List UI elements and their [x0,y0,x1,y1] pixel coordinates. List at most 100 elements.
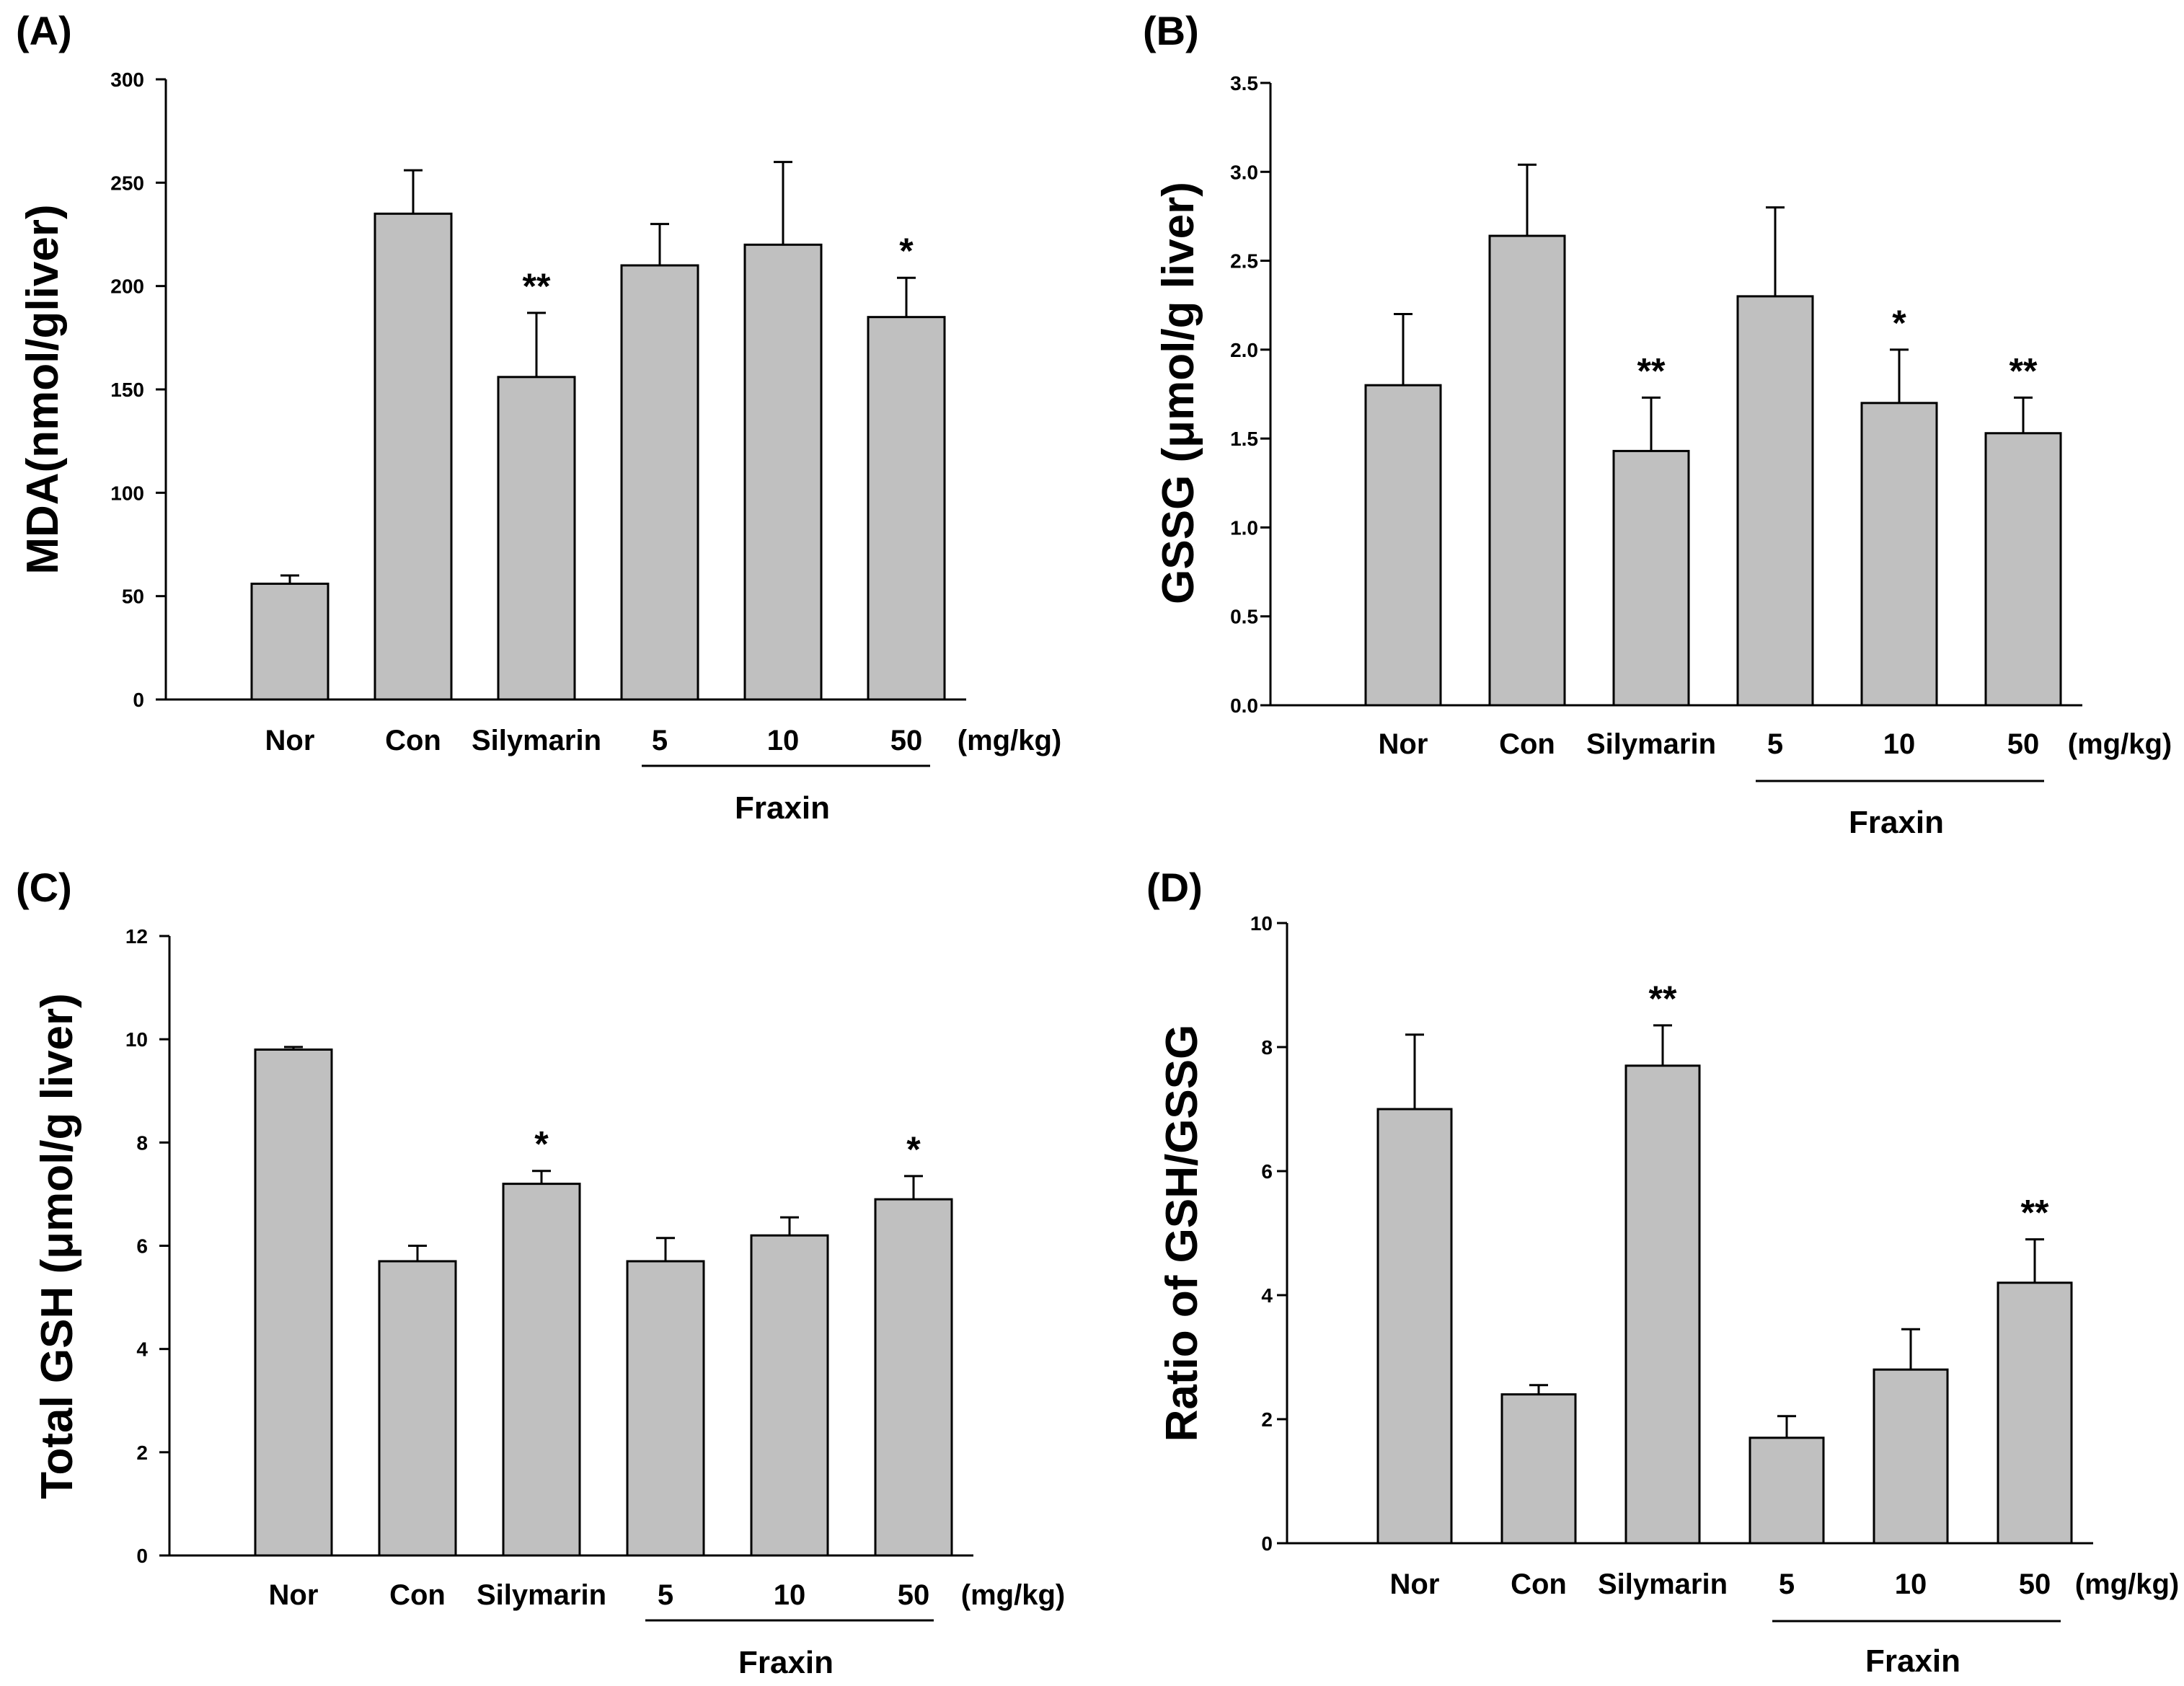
y-tick-label: 100 [110,482,144,504]
y-tick-label: 1.0 [1230,516,1258,539]
x-category-label: Silymarin [1598,1568,1728,1600]
y-tick-label: 0 [1261,1532,1273,1555]
panel-label: (C) [16,865,72,910]
x-category-label: 5 [1767,728,1783,760]
bar-Silymarin [1612,449,1690,707]
x-category-label: 5 [1779,1568,1795,1600]
y-tick-label: 1.5 [1230,428,1258,450]
y-tick-label: 2 [136,1442,148,1464]
y-axis-title: MDA(nmol/gliver) [18,204,68,574]
bar-Con [1488,234,1566,707]
bar-Con [1500,1393,1577,1545]
significance-marker: * [899,231,914,271]
y-tick-label: 2.5 [1230,250,1258,273]
significance-marker: * [906,1129,921,1170]
y-tick-label: 10 [125,1028,148,1051]
dose-unit-label: (mg/kg) [2068,728,2172,760]
bar-10 [743,243,823,701]
y-tick-label: 8 [1261,1036,1273,1059]
x-category-label: Con [389,1579,446,1611]
x-category-label: 10 [774,1579,806,1611]
y-tick-label: 300 [110,69,144,91]
bar-5 [1748,1436,1825,1545]
y-tick-label: 150 [110,379,144,401]
bar-10 [1860,402,1938,707]
x-category-label: Silymarin [477,1579,606,1611]
y-tick-label: 3.0 [1230,161,1258,183]
bar-50 [1997,1281,2073,1545]
x-category-label: 5 [652,725,668,756]
bar-Silymarin [502,1183,581,1557]
x-category-label: 10 [1883,728,1916,760]
bar-Silymarin [497,376,576,701]
bar-Nor [254,1048,333,1557]
x-category-label: Con [1511,1568,1567,1600]
y-axis-title: Total GSH (μmol/g liver) [32,993,82,1499]
bar-50 [1984,432,2062,707]
y-axis-title: GSSG (μmol/g liver) [1154,182,1203,604]
chart-panel-4: (D) 0 2 4 6 8 10 Ratio of GSH/GSSG Nor Con ** Silym… [1146,865,2179,1679]
significance-marker: ** [1649,979,1677,1019]
bar-50 [867,316,946,701]
group-label: Fraxin [735,790,830,826]
x-category-label: 10 [767,725,800,756]
y-tick-label: 10 [1250,912,1273,935]
y-tick-label: 50 [122,586,144,608]
x-category-label: Nor [269,1579,319,1611]
x-category-label: 50 [890,725,923,756]
group-label: Fraxin [1865,1643,1960,1679]
y-tick-label: 0 [133,689,144,711]
x-category-label: Silymarin [472,725,601,756]
x-category-label: Nor [1390,1568,1440,1600]
bar-10 [750,1234,829,1557]
y-axis-title: Ratio of GSH/GSSG [1157,1025,1207,1442]
y-tick-label: 8 [136,1131,148,1154]
x-category-label: 10 [1895,1568,1927,1600]
y-tick-label: 12 [125,925,148,948]
chart-panel-3: (C) 0 2 4 6 8 10 12 Total GSH (μmol/g liver) Nor C… [16,865,1065,1680]
y-tick-label: 0.5 [1230,606,1258,628]
y-tick-label: 2 [1261,1408,1273,1431]
panel-label: (D) [1146,865,1203,910]
panel-label: (A) [16,8,72,53]
significance-marker: ** [2010,350,2038,391]
bar-5 [626,1260,705,1557]
significance-marker: * [1892,303,1906,343]
x-category-label: 50 [2007,728,2040,760]
chart-panel-1: (A) 0 50 100 150 200 250 300 MDA(nmol/gliver) Nor… [16,8,1061,826]
x-category-label: Nor [1379,728,1428,760]
x-category-label: 50 [898,1579,930,1611]
significance-marker: ** [2021,1193,2049,1233]
group-label: Fraxin [738,1645,834,1680]
bar-10 [1873,1368,1949,1545]
bar-5 [620,264,699,701]
x-category-label: Nor [265,725,315,756]
x-category-label: 50 [2019,1568,2051,1600]
x-category-label: Con [1499,728,1555,760]
significance-marker: ** [523,266,551,306]
y-tick-label: 3.5 [1230,72,1258,94]
dose-unit-label: (mg/kg) [958,725,1061,756]
bar-Nor [250,582,330,701]
bar-Nor [1364,384,1442,707]
bar-Con [378,1260,457,1557]
y-tick-label: 6 [1261,1160,1273,1183]
y-tick-label: 6 [136,1235,148,1258]
significance-marker: ** [1637,350,1666,391]
dose-unit-label: (mg/kg) [961,1579,1065,1611]
bar-50 [874,1198,953,1557]
panel-label: (B) [1143,8,1199,53]
chart-panel-2: (B) 0.0 0.5 1.0 1.5 2.0 2.5 3.0 3.5 GSSG (μmol/g … [1143,8,2172,840]
bar-5 [1736,295,1814,707]
x-category-label: Con [385,725,441,756]
bar-Nor [1376,1108,1453,1545]
x-category-label: Silymarin [1586,728,1716,760]
y-tick-label: 0 [136,1545,148,1567]
y-tick-label: 4 [1261,1284,1273,1307]
y-tick-label: 0.0 [1230,694,1258,717]
bar-Silymarin [1624,1064,1701,1545]
dose-unit-label: (mg/kg) [2075,1568,2179,1600]
group-label: Fraxin [1849,805,1944,840]
y-tick-label: 4 [136,1338,148,1361]
